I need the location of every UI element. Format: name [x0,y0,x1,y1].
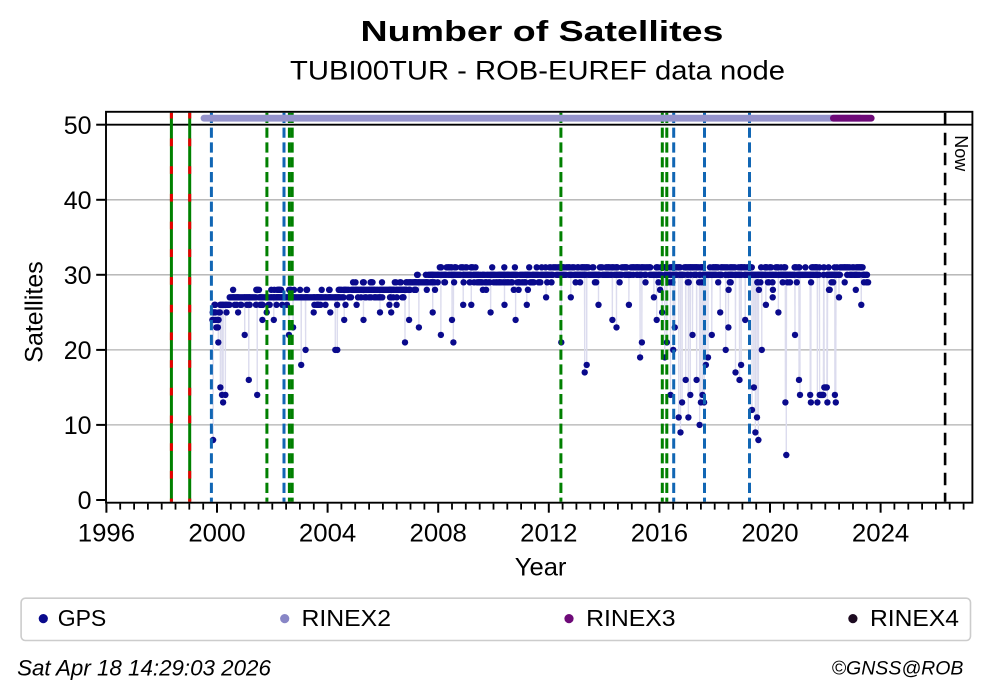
svg-text:2020: 2020 [741,519,798,547]
svg-text:©GNSS@ROB: ©GNSS@ROB [832,658,964,679]
svg-text:2012: 2012 [520,519,577,547]
svg-text:Sat Apr 18 14:29:03 2026: Sat Apr 18 14:29:03 2026 [17,655,272,680]
svg-text:0: 0 [78,487,92,515]
svg-text:Number of Satellites: Number of Satellites [361,16,724,48]
svg-text:2000: 2000 [188,519,245,547]
svg-text:RINEX3: RINEX3 [586,605,676,631]
svg-text:2016: 2016 [631,519,688,547]
svg-text:TUBI00TUR - ROB-EUREF data nod: TUBI00TUR - ROB-EUREF data node [290,55,785,85]
svg-text:10: 10 [64,412,92,440]
svg-text:RINEX4: RINEX4 [870,605,959,631]
svg-text:2024: 2024 [852,519,909,547]
svg-text:40: 40 [64,187,92,215]
svg-text:2004: 2004 [299,519,356,547]
svg-text:20: 20 [64,337,92,365]
svg-text:2008: 2008 [410,519,467,547]
svg-text:30: 30 [64,262,92,290]
svg-text:Satellites: Satellites [21,261,49,362]
svg-text:RINEX2: RINEX2 [302,605,392,631]
svg-text:Now: Now [951,135,971,172]
svg-text:50: 50 [64,112,92,140]
svg-text:GPS: GPS [58,605,107,631]
svg-text:1996: 1996 [78,519,135,547]
svg-text:Year: Year [515,554,567,582]
